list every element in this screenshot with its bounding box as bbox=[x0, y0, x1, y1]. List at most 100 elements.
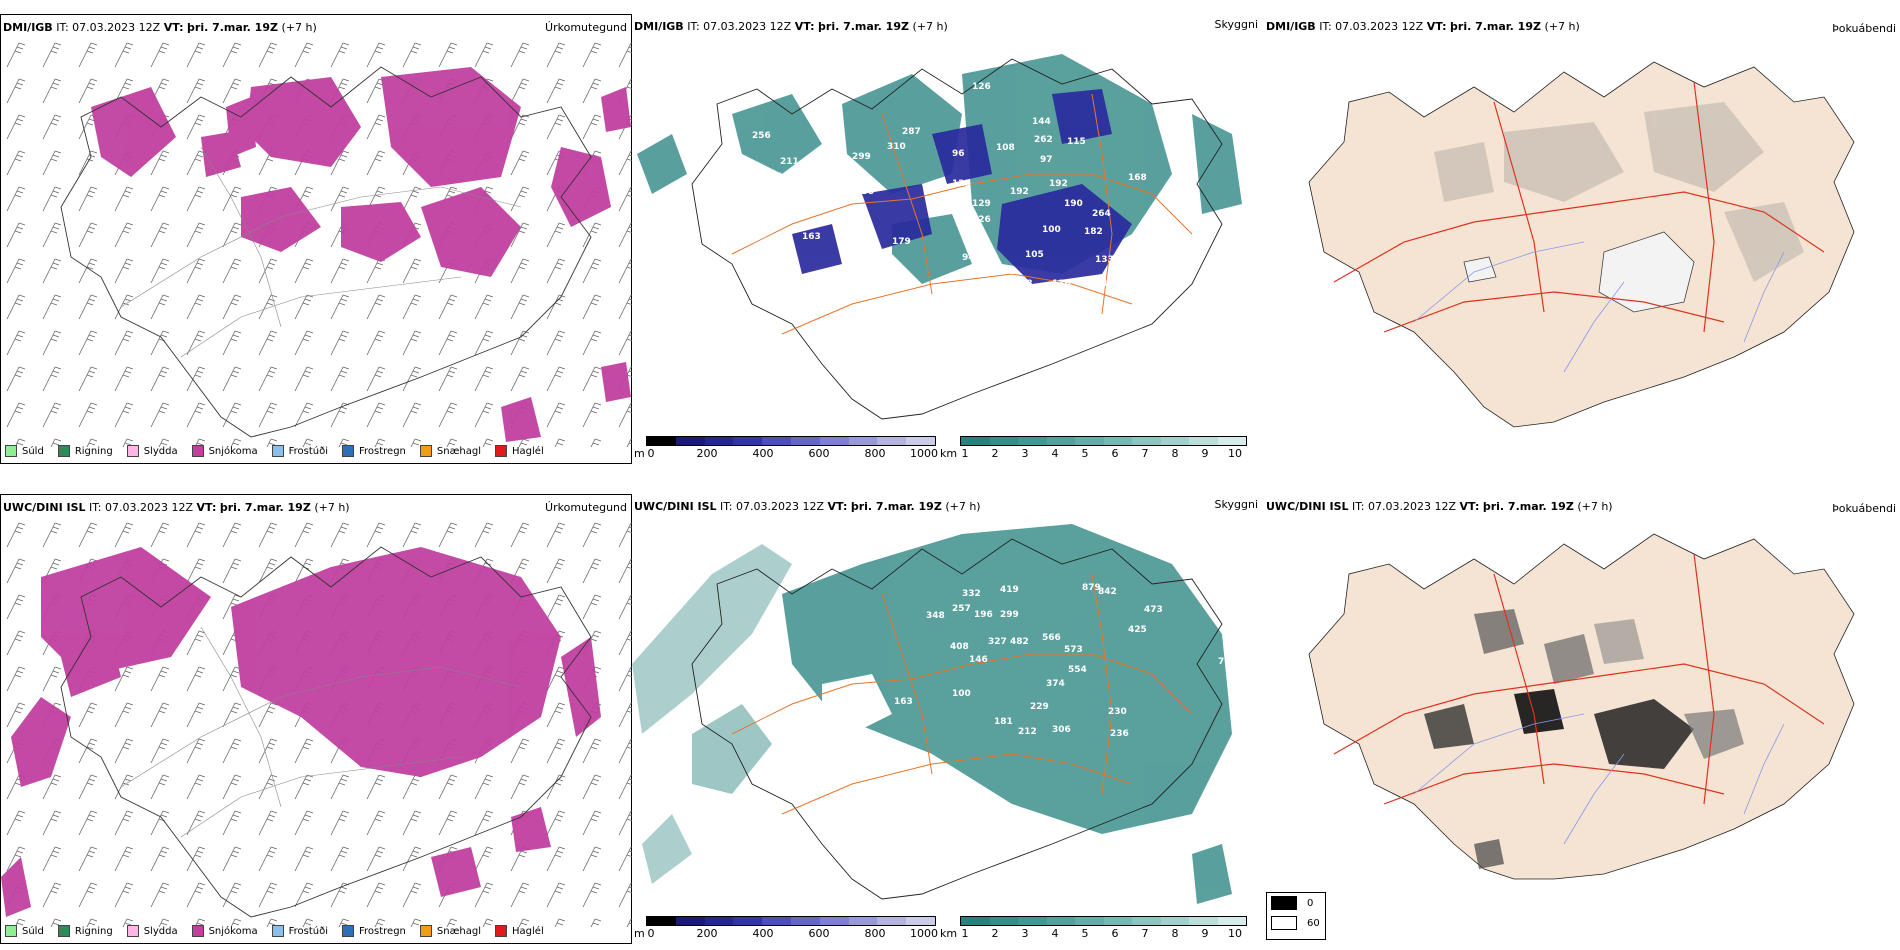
fog-map bbox=[1308, 61, 1855, 428]
legend-swatch bbox=[271, 445, 284, 457]
colorbar-strip bbox=[646, 916, 936, 926]
colorbar-tick: 9 bbox=[1201, 927, 1209, 940]
colorbar-tick: 200 bbox=[696, 447, 718, 460]
visibility-label: 566 bbox=[1042, 633, 1061, 643]
legend-item: Frostregn bbox=[342, 925, 406, 937]
visibility-label: 182 bbox=[1084, 227, 1103, 237]
colorbar-tick: 400 bbox=[752, 447, 774, 460]
visibility-label: 98 bbox=[1020, 279, 1033, 289]
legend-swatch bbox=[271, 925, 284, 937]
fog-map bbox=[1308, 533, 1855, 880]
roads bbox=[120, 146, 522, 358]
navy-area bbox=[792, 89, 1132, 284]
colorbar-unit: m bbox=[634, 447, 645, 460]
colorbar-tick: 1000 bbox=[910, 927, 938, 940]
colorbar-tick: 1000 bbox=[910, 447, 938, 460]
visibility-label: 299 bbox=[1000, 610, 1019, 620]
colorbar-tick: 0 bbox=[647, 447, 655, 460]
visibility-label: 212 bbox=[1018, 727, 1037, 737]
iceland-outline bbox=[691, 58, 1223, 420]
visibility-label: 473 bbox=[1144, 605, 1163, 615]
visibility-label: 327 bbox=[988, 637, 1007, 647]
visibility-label: 126 bbox=[972, 82, 991, 92]
colorbar-tick: 10 bbox=[1228, 447, 1242, 460]
visibility-label: 100 bbox=[1102, 279, 1121, 289]
roads bbox=[1333, 553, 1825, 805]
legend-item: Rigning bbox=[57, 445, 113, 457]
visibility-label: 192 bbox=[1010, 187, 1029, 197]
colorbar-unit: m bbox=[634, 927, 645, 940]
visibility-label: 192 bbox=[1049, 179, 1068, 189]
rivers bbox=[1413, 241, 1785, 373]
legend-item: Snjókoma bbox=[191, 445, 258, 457]
visibility-label: 573 bbox=[1064, 645, 1083, 655]
visibility-label: 211 bbox=[780, 157, 799, 167]
legend-swatch bbox=[342, 445, 354, 457]
legend-item: Haglél bbox=[495, 445, 544, 457]
precip-map bbox=[1, 517, 633, 927]
visibility-label: 257 bbox=[952, 604, 971, 614]
fog-shading bbox=[1424, 609, 1744, 869]
visibility-map: 332 419 257 348 196 299 408 327 482 566 … bbox=[632, 524, 1237, 904]
panel-visibility-top: DMI/IGB IT: 07.03.2023 12Z VT: þri. 7.ma… bbox=[632, 14, 1264, 464]
visibility-label: 482 bbox=[1010, 637, 1029, 647]
colorbar-tick: 7 bbox=[1141, 447, 1149, 460]
visibility-label: 133 bbox=[1095, 255, 1114, 265]
visibility-label: 190 bbox=[1064, 199, 1083, 209]
precip-legend: Súld Rigning Slydda Snjókoma Frostúði Fr… bbox=[5, 445, 558, 457]
visibility-label: 157 bbox=[742, 202, 761, 212]
visibility-label: 425 bbox=[1128, 625, 1147, 635]
visibility-label: 179 bbox=[892, 237, 911, 247]
iceland-outline bbox=[60, 546, 592, 918]
fog-key-row: 0 bbox=[1267, 893, 1325, 913]
roads bbox=[1333, 81, 1825, 333]
visibility-label: 97 bbox=[1040, 155, 1053, 165]
visibility-label: 256 bbox=[752, 131, 771, 141]
legend-swatch bbox=[419, 445, 432, 457]
legend-item: Snjókoma bbox=[191, 925, 258, 937]
land-area bbox=[1308, 533, 1855, 880]
visibility-label: 163 bbox=[894, 697, 913, 707]
panel-header: DMI/IGB IT: 07.03.2023 12Z VT: þri. 7.ma… bbox=[3, 21, 317, 34]
legend-item: Súld bbox=[5, 925, 44, 937]
colorbar-tick: 10 bbox=[1228, 927, 1242, 940]
iceland-outline bbox=[60, 66, 592, 438]
legend-swatch bbox=[495, 925, 508, 937]
panel-fog-bottom: UWC/DINI ISL IT: 07.03.2023 12Z VT: þri.… bbox=[1264, 494, 1900, 884]
visibility-label: 287 bbox=[902, 127, 921, 137]
colorbar-tick: 800 bbox=[864, 927, 886, 940]
colorbar-tick: 4 bbox=[1051, 927, 1059, 940]
colorbar-tick: 600 bbox=[808, 447, 830, 460]
visibility-label: 75 bbox=[868, 269, 881, 279]
panel-title: Úrkomutegund bbox=[545, 21, 627, 34]
legend-swatch bbox=[495, 445, 508, 457]
visibility-labels: 310 299 287 211 256 249 157 152 163 126 … bbox=[742, 82, 1147, 412]
colorbar-tick: 6 bbox=[1111, 927, 1119, 940]
legend-swatch bbox=[126, 445, 139, 457]
visibility-label: 100 bbox=[952, 689, 971, 699]
colorbar-tick: 600 bbox=[808, 927, 830, 940]
teal-area bbox=[637, 54, 1242, 284]
legend-item: Snæhagl bbox=[419, 925, 481, 937]
colorbar-tick: 1 bbox=[961, 447, 969, 460]
panel-title: Skyggni bbox=[1214, 18, 1258, 31]
colorbar-unit: km bbox=[940, 927, 958, 940]
legend-swatch bbox=[57, 445, 70, 457]
visibility-label: 310 bbox=[887, 142, 906, 152]
colorbar-tick: 400 bbox=[752, 927, 774, 940]
visibility-label: 332 bbox=[962, 589, 981, 599]
iceland-outline bbox=[691, 538, 1223, 900]
visibility-label: 767 bbox=[1218, 657, 1237, 667]
colorbar-tick: 200 bbox=[696, 927, 718, 940]
visibility-label: 163 bbox=[802, 232, 821, 242]
panel-precip-type-bottom: UWC/DINI ISL IT: 07.03.2023 12Z VT: þri.… bbox=[0, 494, 633, 944]
white-gap bbox=[822, 674, 892, 734]
panel-title: Skyggni bbox=[1214, 498, 1258, 511]
visibility-label: 174 bbox=[912, 402, 931, 412]
roads bbox=[731, 573, 1193, 815]
snow-area bbox=[1, 547, 601, 917]
visibility-label: 262 bbox=[1034, 135, 1053, 145]
visibility-label: 128 bbox=[952, 179, 971, 189]
legend-swatch bbox=[191, 925, 204, 937]
visibility-label: 121 bbox=[912, 357, 931, 367]
